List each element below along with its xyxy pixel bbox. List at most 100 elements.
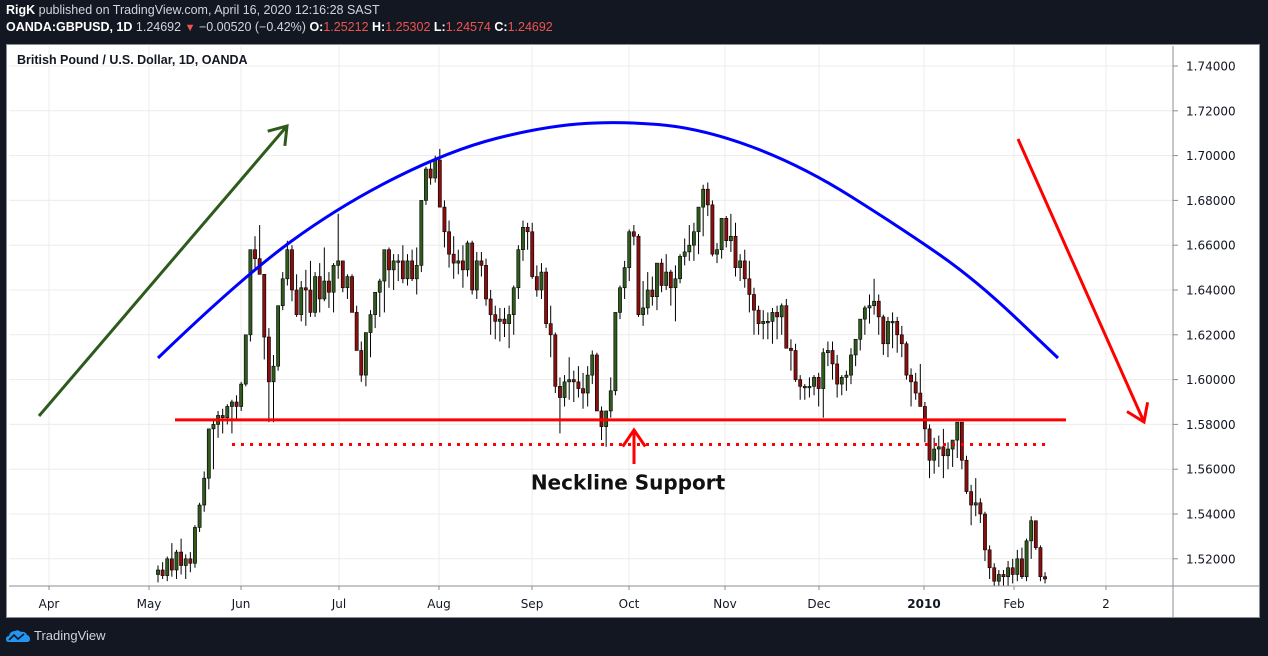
publisher-name[interactable]: RigK [6, 3, 36, 17]
downtrend-arrow-icon[interactable] [1016, 138, 1150, 425]
candle [525, 222, 530, 250]
candle [359, 341, 364, 382]
tradingview-cloud-icon [6, 629, 30, 642]
date-tick-label: Jul [331, 597, 346, 611]
candle [400, 245, 405, 284]
candle [308, 260, 313, 317]
candle [239, 381, 244, 411]
candle [428, 162, 433, 185]
candle [784, 298, 789, 349]
candle [405, 254, 410, 286]
candle [530, 222, 535, 279]
candle [156, 565, 160, 583]
candle [243, 334, 248, 387]
candle [1006, 561, 1010, 586]
candle [705, 182, 710, 217]
candle [779, 303, 784, 335]
candle [544, 267, 548, 329]
candle [160, 562, 165, 579]
candle [668, 269, 673, 306]
candle [825, 341, 830, 367]
candle [363, 332, 368, 387]
candle [280, 272, 285, 311]
candlestick-chart[interactable]: Neckline Support 1.740001.720001.700001.… [7, 45, 1259, 617]
candle [169, 543, 174, 577]
candle [608, 377, 613, 418]
candle [585, 366, 590, 407]
publish-header: RigK published on TradingView.com, April… [6, 2, 553, 37]
candle [650, 276, 655, 306]
candle [636, 234, 641, 317]
candle [849, 348, 853, 385]
candle [918, 363, 923, 407]
candle [604, 410, 609, 447]
axes: 1.74000 1.72000 1.70000 1.68000 1.66000 1.640… [9, 46, 1259, 617]
candle [345, 274, 350, 299]
candle [756, 305, 761, 335]
candle [1001, 570, 1006, 586]
candle [613, 312, 618, 396]
candle [193, 525, 197, 568]
candle [701, 184, 706, 237]
candle [886, 316, 890, 358]
date-tick-label: 2 [1102, 597, 1110, 611]
candle [474, 251, 479, 299]
candle [391, 254, 396, 290]
candle [941, 428, 946, 479]
candle [1038, 545, 1043, 582]
candle [867, 294, 872, 324]
candle [955, 421, 960, 458]
candle [576, 366, 581, 398]
price-tick-label: 1.62000 [1186, 328, 1236, 342]
candle [548, 305, 553, 358]
candle [765, 312, 770, 340]
symbol-label: OANDA:GBPUSD, 1D [6, 20, 133, 34]
close-value: 1.24692 [507, 20, 553, 34]
brand-label[interactable]: TradingView [34, 628, 106, 643]
candle [899, 325, 904, 358]
candle [377, 278, 382, 317]
candle [340, 260, 345, 293]
candle [973, 478, 978, 517]
candle [923, 402, 927, 443]
date-tick-label: Oct [619, 597, 640, 611]
candles [156, 148, 1047, 586]
candle [876, 294, 881, 335]
candle [516, 245, 521, 299]
candle [419, 200, 424, 273]
candle [793, 343, 798, 382]
published-text: published on TradingView.com, April 16, … [35, 3, 380, 17]
candle [631, 225, 636, 246]
candle [872, 278, 877, 315]
candle [682, 238, 687, 266]
candle [511, 285, 516, 335]
candle [1010, 558, 1015, 584]
candle [969, 484, 974, 526]
candle [387, 247, 391, 288]
candle [183, 554, 188, 579]
neckline-support-up-arrow-icon[interactable] [621, 427, 647, 464]
uptrend-arrow-icon[interactable] [37, 123, 289, 417]
price-tick-label: 1.70000 [1186, 149, 1236, 163]
candle [354, 305, 359, 351]
publish-line: RigK published on TradingView.com, April… [6, 2, 553, 19]
candle [696, 206, 701, 255]
candle [839, 375, 844, 396]
candle [336, 213, 341, 279]
candle [853, 338, 858, 367]
rounding-top-arc[interactable] [156, 121, 1060, 360]
candle [812, 375, 816, 396]
candle [821, 348, 826, 418]
candle [964, 455, 969, 494]
candle [502, 307, 507, 338]
candle [710, 200, 715, 257]
candle [1033, 520, 1038, 550]
candle [562, 375, 567, 407]
candle [266, 328, 271, 423]
chart-panel[interactable]: British Pound / U.S. Dollar, 1D, OANDA N… [6, 44, 1260, 618]
candle [627, 229, 632, 282]
candle [484, 258, 488, 306]
candle [895, 316, 900, 353]
candle [497, 307, 502, 342]
price-tick-label: 1.64000 [1186, 284, 1236, 298]
